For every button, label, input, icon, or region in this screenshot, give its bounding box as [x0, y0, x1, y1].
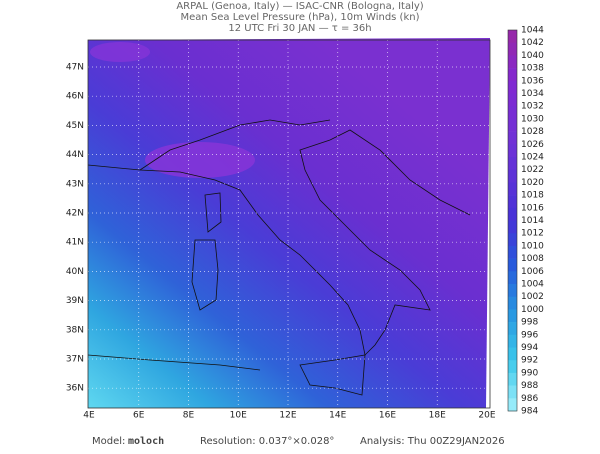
colorbar-label: 1012	[521, 229, 544, 239]
lat-label: 47N	[66, 63, 84, 73]
lon-label: 14E	[329, 411, 346, 421]
colorbar-swatch	[508, 131, 517, 145]
lon-label: 10E	[230, 411, 247, 421]
lat-label: 36N	[66, 384, 84, 394]
colorbar-label: 1036	[521, 76, 544, 86]
colorbar-swatch	[508, 195, 517, 209]
colorbar-swatch	[508, 322, 517, 336]
lat-label: 43N	[66, 179, 84, 189]
pressure-field	[90, 42, 150, 62]
colorbar-label: 1014	[521, 216, 544, 226]
colorbar-swatch	[508, 30, 517, 43]
lat-label: 44N	[66, 150, 84, 160]
colorbar-label: 984	[521, 407, 538, 417]
colorbar-label: 1004	[521, 280, 544, 290]
colorbar-label: 1008	[521, 254, 544, 264]
lon-label: 6E	[133, 411, 145, 421]
colorbar-swatch	[508, 93, 517, 107]
colorbar-label: 1024	[521, 153, 544, 163]
colorbar-frame	[507, 29, 518, 412]
colorbar: 1044 1042 1040 1038 1036 1034 1032 1030 1028 1026…	[507, 26, 544, 417]
colorbar-swatch	[508, 55, 517, 69]
colorbar-swatch	[508, 309, 517, 323]
colorbar-label: 992	[521, 356, 538, 366]
lat-label: 46N	[66, 92, 84, 102]
colorbar-label: 988	[521, 381, 538, 391]
lon-label: 18E	[429, 411, 446, 421]
lat-label: 45N	[66, 121, 84, 131]
footer-resolution: Resolution: 0.037°×0.028°	[200, 436, 334, 447]
footer-analysis: Analysis: Thu 00Z29JAN2026	[360, 436, 505, 447]
colorbar-swatch	[508, 106, 517, 120]
lon-label: 8E	[183, 411, 195, 421]
colorbar-label: 994	[521, 343, 538, 353]
colorbar-label: 1040	[521, 51, 544, 61]
colorbar-swatch	[508, 207, 517, 221]
lon-label: 12E	[279, 411, 296, 421]
colorbar-label: 1030	[521, 114, 544, 124]
colorbar-label: 1020	[521, 178, 544, 188]
colorbar-swatch	[508, 284, 517, 297]
colorbar-label: 1044	[521, 26, 544, 36]
colorbar-swatch	[508, 271, 517, 285]
colorbar-swatch	[508, 118, 517, 132]
footer-model: moloch	[128, 436, 164, 447]
colorbar-label: 986	[521, 394, 538, 404]
colorbar-swatch	[508, 296, 517, 310]
lat-label: 40N	[66, 267, 84, 277]
colorbar-label: 1016	[521, 203, 544, 213]
colorbar-label: 1042	[521, 38, 544, 48]
colorbar-label: 1018	[521, 191, 544, 201]
footer-label: Model:	[92, 436, 125, 447]
lat-label: 39N	[66, 296, 84, 306]
colorbar-label: 998	[521, 318, 538, 328]
pressure-field	[88, 38, 490, 408]
colorbar-label: 1002	[521, 292, 544, 302]
colorbar-label: 996	[521, 330, 538, 340]
coastline	[87, 119, 471, 396]
header-line: Mean Sea Level Pressure (hPa), 10m Winds…	[181, 12, 420, 23]
colorbar-swatch	[508, 220, 517, 234]
colorbar-label: 1038	[521, 64, 544, 74]
colorbar-label: 990	[521, 368, 538, 378]
lat-label: 38N	[66, 325, 84, 335]
lon-label: 20E	[478, 411, 495, 421]
colorbar-swatch	[508, 182, 517, 196]
colorbar-swatch	[508, 385, 517, 399]
colorbar-label: 1028	[521, 127, 544, 137]
colorbar-swatch	[508, 157, 517, 170]
lat-label: 37N	[66, 355, 84, 365]
colorbar-label: 1000	[521, 305, 544, 315]
lat-label: 41N	[66, 238, 84, 248]
map-area	[87, 38, 491, 409]
colorbar-swatch	[508, 398, 517, 412]
lon-label: 16E	[379, 411, 396, 421]
colorbar-label: 1006	[521, 267, 544, 277]
colorbar-swatch	[508, 233, 517, 247]
colorbar-label: 1026	[521, 140, 544, 150]
colorbar-label: 1022	[521, 165, 544, 175]
colorbar-swatch	[508, 68, 517, 82]
colorbar-swatch	[508, 245, 517, 259]
colorbar-label: 1010	[521, 241, 544, 251]
colorbar-swatch	[508, 334, 517, 348]
colorbar-swatch	[508, 360, 517, 374]
colorbar-swatch	[508, 169, 517, 183]
colorbar-label: 1034	[521, 89, 544, 99]
colorbar-swatch	[508, 372, 517, 386]
colorbar-swatch	[508, 144, 517, 158]
header-line: ARPAL (Genoa, Italy) — ISAC-CNR (Bologna…	[176, 1, 423, 12]
map-frame	[87, 39, 491, 409]
colorbar-swatch	[508, 42, 517, 56]
lon-label: 4E	[83, 411, 95, 421]
header-line: 12 UTC Fri 30 JAN — τ = 36h	[228, 23, 371, 34]
colorbar-swatch	[508, 80, 517, 94]
colorbar-swatch	[508, 347, 517, 361]
colorbar-swatch	[508, 258, 517, 272]
lat-label: 42N	[66, 209, 84, 219]
colorbar-label: 1032	[521, 102, 544, 112]
pressure-field	[145, 142, 255, 178]
